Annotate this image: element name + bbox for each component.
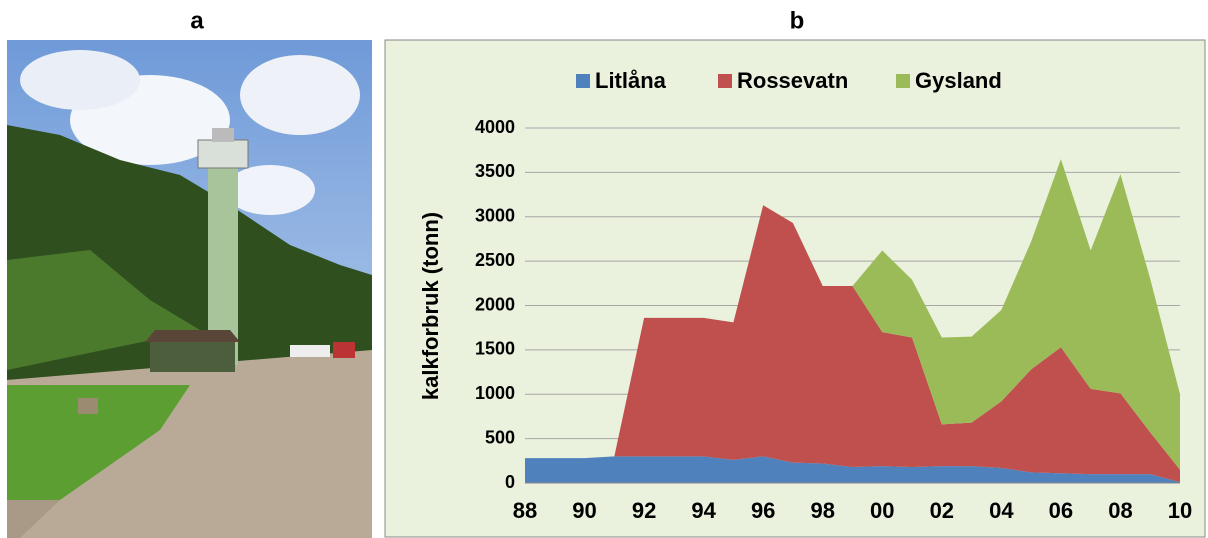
x-tick-label: 10 [1168, 498, 1192, 523]
y-tick-label: 3500 [475, 161, 515, 181]
photo [7, 40, 372, 538]
panel-label: a [190, 7, 204, 34]
x-tick-label: 08 [1108, 498, 1132, 523]
y-tick-label: 2000 [475, 294, 515, 314]
area [525, 456, 1180, 483]
legend-swatch [896, 74, 910, 88]
x-tick-label: 06 [1049, 498, 1073, 523]
y-tick-label: 4000 [475, 117, 515, 137]
area [525, 159, 1180, 470]
panel-label: b [790, 7, 805, 34]
x-tick-label: 00 [870, 498, 894, 523]
x-tick-label: 96 [751, 498, 775, 523]
y-tick-label: 0 [505, 472, 515, 492]
x-tick-label: 02 [930, 498, 954, 523]
x-tick-label: 94 [691, 498, 716, 523]
legend-label: Litlåna [595, 68, 667, 93]
legend-label: Rossevatn [737, 68, 848, 93]
y-tick-label: 500 [485, 427, 515, 447]
x-tick-label: 88 [513, 498, 537, 523]
y-tick-label: 2500 [475, 250, 515, 270]
x-tick-label: 92 [632, 498, 656, 523]
legend-swatch [718, 74, 732, 88]
area [525, 205, 1180, 483]
y-tick-label: 1500 [475, 339, 515, 359]
y-axis-label: kalkforbruk (tonn) [418, 212, 443, 400]
x-tick-label: 04 [989, 498, 1014, 523]
legend-swatch [576, 74, 590, 88]
legend-label: Gysland [915, 68, 1002, 93]
x-tick-label: 90 [572, 498, 596, 523]
y-tick-label: 3000 [475, 206, 515, 226]
y-tick-label: 1000 [475, 383, 515, 403]
x-tick-label: 98 [810, 498, 834, 523]
